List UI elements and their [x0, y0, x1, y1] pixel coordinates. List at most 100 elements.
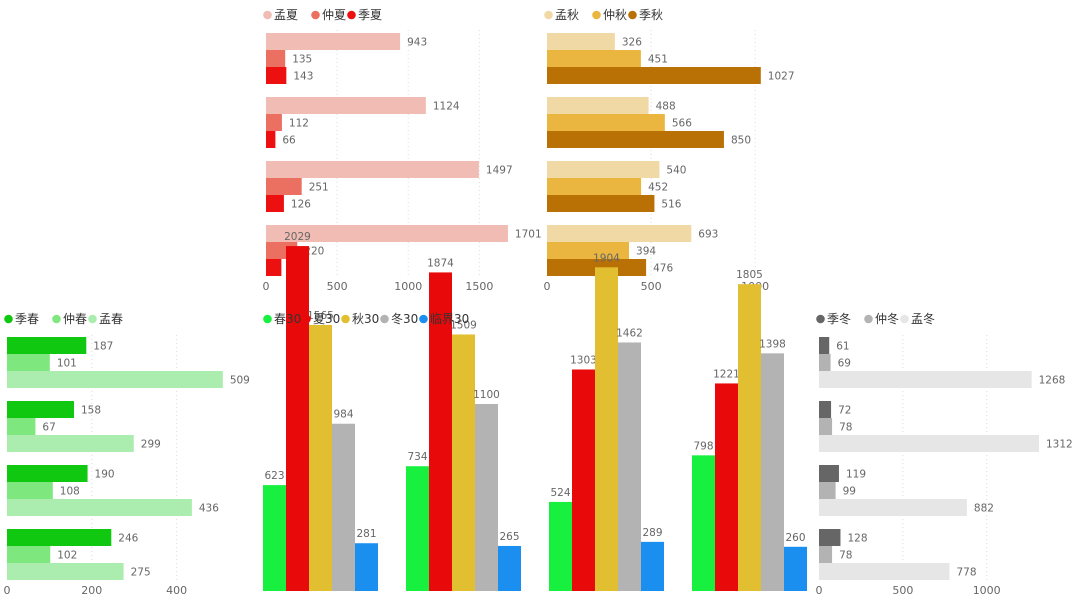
- legend-item: 孟秋: [544, 8, 579, 22]
- legend-label: 季春: [15, 312, 39, 326]
- data-label: 1509: [450, 319, 477, 331]
- bar: [819, 499, 967, 516]
- bar: [547, 97, 649, 114]
- bar: [595, 267, 618, 591]
- data-label: 78: [839, 550, 852, 562]
- bar: [547, 50, 641, 67]
- legend-item: 季冬: [816, 311, 851, 326]
- data-label: 1565: [307, 310, 334, 322]
- data-label: 436: [199, 503, 219, 515]
- bar: [7, 401, 74, 418]
- data-label: 1874: [427, 257, 454, 269]
- legend-label: 孟秋: [555, 8, 579, 22]
- legend-marker: [263, 10, 272, 20]
- bar: [547, 114, 665, 131]
- data-label: 1701: [515, 229, 542, 241]
- data-label: 281: [356, 528, 376, 540]
- legend-label: 春30: [274, 312, 301, 326]
- data-label: 275: [131, 567, 151, 579]
- legend-label: 冬30: [391, 311, 418, 326]
- x-tick-label: 500: [327, 280, 348, 293]
- data-label: 451: [648, 54, 668, 66]
- x-tick-label: 500: [641, 280, 662, 293]
- legend-marker: [900, 314, 909, 324]
- data-label: 1221: [713, 368, 740, 380]
- bar: [547, 178, 642, 195]
- data-label: 1497: [486, 165, 513, 177]
- data-label: 734: [407, 451, 427, 463]
- legend-item: 冬30: [380, 311, 418, 326]
- bar: [429, 272, 452, 591]
- bar: [819, 465, 839, 482]
- data-label: 299: [141, 439, 161, 451]
- bar: [784, 546, 807, 591]
- bar: [7, 546, 51, 563]
- bar: [452, 334, 475, 591]
- data-label: 289: [642, 527, 662, 539]
- legend-item: 季夏: [347, 8, 382, 22]
- data-label: 119: [846, 469, 866, 481]
- legend-item: 春30: [263, 312, 301, 326]
- bar: [286, 246, 309, 591]
- x-tick-label: 1500: [465, 280, 493, 293]
- data-label: 112: [289, 118, 309, 130]
- bar: [819, 546, 833, 563]
- bar: [266, 50, 286, 67]
- bar: [263, 485, 286, 591]
- bar: [266, 33, 401, 50]
- legend-item: 季秋: [628, 8, 663, 22]
- legend-marker: [628, 10, 637, 20]
- legend-marker: [864, 314, 873, 324]
- data-label: 943: [407, 37, 427, 49]
- bar: [406, 466, 429, 591]
- bar: [715, 383, 738, 591]
- legend-item: 仲秋: [592, 8, 627, 22]
- data-label: 67: [42, 422, 55, 434]
- bar: [549, 501, 572, 591]
- data-label: 72: [838, 405, 851, 417]
- legend-label: 季夏: [358, 8, 382, 22]
- legend-label: 仲冬: [875, 311, 899, 326]
- data-label: 246: [118, 533, 138, 545]
- legend-marker: [544, 10, 553, 20]
- bar: [7, 435, 134, 452]
- bar: [266, 131, 276, 148]
- legend-marker: [52, 314, 61, 324]
- bar: [266, 225, 508, 242]
- legend-item: 秋30: [341, 312, 379, 326]
- bar: [266, 114, 282, 131]
- data-label: 158: [81, 405, 101, 417]
- legend-label: 临界30: [430, 312, 469, 326]
- x-tick-label: 500: [892, 584, 913, 597]
- legend-label: 孟春: [99, 312, 123, 326]
- legend-label: 仲春: [63, 312, 87, 326]
- legend-item: 孟春: [88, 312, 123, 326]
- data-label: 693: [698, 229, 718, 241]
- legend-marker: [592, 10, 601, 20]
- bar: [7, 354, 50, 371]
- data-label: 1462: [616, 327, 643, 339]
- legend-item: 夏30: [302, 312, 340, 326]
- data-label: 540: [666, 165, 686, 177]
- bar: [819, 401, 832, 418]
- data-label: 128: [847, 533, 867, 545]
- bar: [7, 499, 192, 516]
- data-label: 126: [291, 199, 311, 211]
- data-label: 623: [264, 470, 284, 482]
- data-label: 1904: [593, 252, 620, 264]
- bar: [547, 131, 724, 148]
- legend-item: 季春: [4, 312, 39, 326]
- bar: [7, 337, 87, 354]
- x-tick-label: 0: [544, 280, 551, 293]
- data-label: 187: [93, 341, 113, 353]
- x-tick-label: 1000: [973, 584, 1001, 597]
- bar: [819, 418, 833, 435]
- bar: [266, 178, 302, 195]
- data-label: 882: [974, 503, 994, 515]
- data-label: 265: [499, 531, 519, 543]
- legend-item: 仲夏: [311, 8, 346, 22]
- bar: [819, 371, 1032, 388]
- legend-marker: [4, 314, 13, 324]
- x-tick-label: 0: [816, 584, 823, 597]
